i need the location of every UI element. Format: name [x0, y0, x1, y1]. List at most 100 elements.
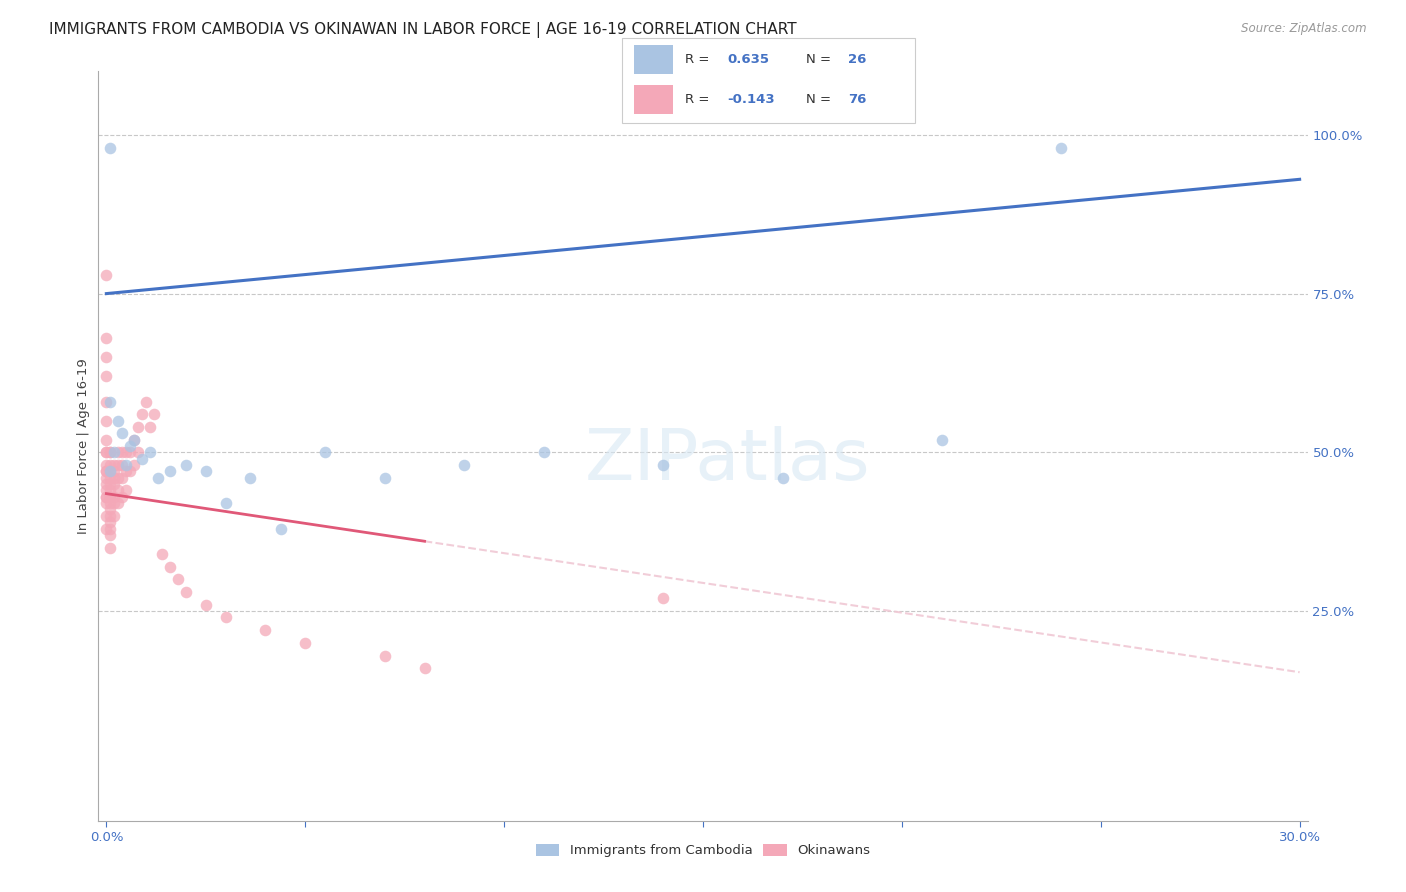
Point — [167, 572, 190, 586]
Point — [194, 464, 217, 478]
Point — [111, 490, 134, 504]
Point — [146, 471, 169, 485]
Point — [159, 464, 181, 478]
Point — [652, 458, 675, 472]
Point — [96, 350, 118, 364]
Text: 0.635: 0.635 — [727, 54, 769, 66]
Point — [127, 445, 149, 459]
Point — [98, 394, 121, 409]
Point — [98, 140, 121, 154]
Point — [111, 458, 134, 472]
Point — [103, 496, 125, 510]
Point — [98, 483, 121, 498]
Point — [215, 610, 238, 624]
Point — [107, 414, 129, 428]
Point — [96, 522, 118, 536]
Text: IMMIGRANTS FROM CAMBODIA VS OKINAWAN IN LABOR FORCE | AGE 16-19 CORRELATION CHAR: IMMIGRANTS FROM CAMBODIA VS OKINAWAN IN … — [49, 22, 797, 38]
Point — [254, 623, 277, 637]
Point — [103, 445, 125, 459]
Point — [98, 464, 121, 478]
Text: 26: 26 — [848, 54, 866, 66]
Text: -0.143: -0.143 — [727, 94, 775, 106]
Point — [931, 433, 953, 447]
Point — [374, 471, 396, 485]
Point — [98, 458, 121, 472]
Y-axis label: In Labor Force | Age 16-19: In Labor Force | Age 16-19 — [77, 358, 90, 534]
Point — [111, 445, 134, 459]
Point — [96, 394, 118, 409]
Point — [120, 439, 142, 453]
Point — [98, 471, 121, 485]
Text: 76: 76 — [848, 94, 866, 106]
Point — [96, 471, 118, 485]
Text: ZIPatlas: ZIPatlas — [585, 426, 870, 495]
Point — [96, 483, 118, 498]
Point — [143, 407, 166, 421]
Point — [239, 471, 262, 485]
Point — [98, 502, 121, 516]
Point — [107, 496, 129, 510]
Point — [96, 477, 118, 491]
Point — [103, 508, 125, 523]
Point — [1050, 140, 1073, 154]
Point — [98, 508, 121, 523]
Point — [122, 458, 145, 472]
Point — [96, 268, 118, 282]
Point — [131, 407, 153, 421]
Point — [96, 445, 118, 459]
Point — [135, 394, 157, 409]
Point — [139, 420, 162, 434]
Point — [96, 433, 118, 447]
Point — [174, 585, 197, 599]
Point — [413, 661, 436, 675]
Point — [96, 445, 118, 459]
Point — [131, 451, 153, 466]
Bar — [634, 45, 673, 74]
Text: R =: R = — [685, 94, 714, 106]
Point — [111, 426, 134, 441]
Point — [98, 541, 121, 555]
Point — [98, 490, 121, 504]
Point — [194, 598, 217, 612]
Legend: Immigrants from Cambodia, Okinawans: Immigrants from Cambodia, Okinawans — [530, 838, 876, 863]
Text: Source: ZipAtlas.com: Source: ZipAtlas.com — [1241, 22, 1367, 36]
Bar — [634, 85, 673, 114]
Point — [533, 445, 555, 459]
Point — [270, 522, 292, 536]
Text: N =: N = — [806, 54, 835, 66]
Point — [96, 464, 118, 478]
Point — [314, 445, 336, 459]
Point — [98, 522, 121, 536]
Point — [103, 464, 125, 478]
Point — [96, 458, 118, 472]
Point — [159, 559, 181, 574]
Point — [96, 464, 118, 478]
Point — [96, 496, 118, 510]
Point — [120, 445, 142, 459]
Point — [98, 477, 121, 491]
Point — [96, 414, 118, 428]
Point — [107, 471, 129, 485]
Point — [96, 490, 118, 504]
Point — [98, 464, 121, 478]
Point — [98, 490, 121, 504]
Point — [652, 591, 675, 606]
Point — [107, 483, 129, 498]
Point — [107, 458, 129, 472]
Point — [103, 490, 125, 504]
Point — [122, 433, 145, 447]
Point — [294, 636, 316, 650]
Point — [115, 483, 138, 498]
Text: N =: N = — [806, 94, 835, 106]
Point — [98, 515, 121, 529]
Point — [98, 528, 121, 542]
Point — [103, 458, 125, 472]
Point — [374, 648, 396, 663]
Point — [120, 464, 142, 478]
Point — [98, 445, 121, 459]
Point — [215, 496, 238, 510]
Point — [96, 331, 118, 345]
Point — [772, 471, 794, 485]
Point — [115, 445, 138, 459]
Point — [96, 508, 118, 523]
